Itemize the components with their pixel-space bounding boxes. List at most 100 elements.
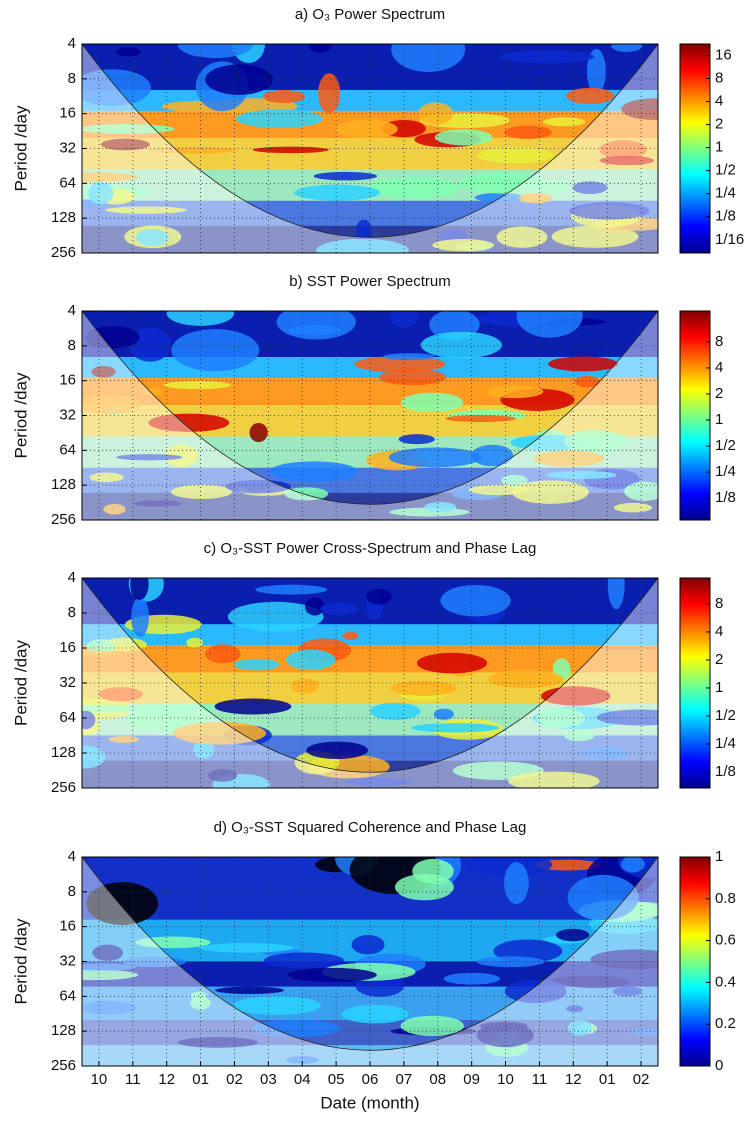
colorbar-tick-label: 0.6 [715,932,736,949]
y-tick-label: 128 [51,1022,76,1039]
field-blob [476,1023,534,1048]
field-blob [198,943,294,953]
y-tick-label: 256 [51,779,76,796]
field-blob [354,356,446,373]
panel-title: d) O₃-SST Squared Coherence and Phase La… [214,819,527,836]
field-blob [445,415,516,422]
y-tick-label: 16 [59,372,76,389]
y-tick-label: 4 [68,302,76,319]
y-tick-label: 32 [59,406,76,423]
field-blob [86,639,115,655]
y-tick-label: 16 [59,639,76,656]
field-blob [82,710,96,730]
y-axis-label: Period /day [11,372,30,458]
field-blob [566,87,615,105]
field-blob [88,181,114,205]
field-blob [599,140,648,159]
y-tick-label: 4 [68,569,76,586]
field-blob [252,146,329,154]
field-blob [420,331,502,359]
field-blob [186,637,203,648]
colorbar-tick-label: 1/4 [715,735,736,752]
field-band [82,138,658,171]
field-blob [533,450,605,467]
colorbar-tick-label: 2 [715,651,723,668]
y-tick-label: 32 [59,674,76,691]
colorbar-tick-label: 4 [715,93,723,110]
field-blob [412,858,454,884]
field-blob [351,935,385,955]
field-blob [285,649,336,670]
colorbar-tick-label: 0.8 [715,890,736,907]
field-blob [263,952,344,969]
field-blob [398,434,435,445]
field-blob [82,172,139,182]
field-blob [262,89,306,104]
y-axis-label: Period /day [11,105,30,191]
field-blob [341,1004,409,1024]
field-blob [207,769,238,782]
field-blob [366,588,392,605]
y-tick-label: 8 [68,604,76,621]
field-blob [190,996,211,1010]
x-tick-label: 12 [565,1071,582,1088]
colorbar-tick-label: 1/8 [715,208,736,225]
field-blob [458,172,546,194]
field-blob [288,967,377,983]
field-blob [233,658,280,671]
field-blob [294,184,381,201]
heatmap-field [82,578,658,788]
x-tick-label: 11 [532,1071,548,1088]
field-blob [541,686,611,706]
x-tick-label: 10 [91,1071,108,1088]
field-blob [567,874,639,921]
field-blob [424,501,457,513]
field-blob [318,73,341,114]
field-blob [590,949,658,970]
plot-frame [81,310,659,521]
field-blob [433,708,454,720]
field-blob [383,353,435,361]
field-blob [400,1015,465,1037]
field-blob [440,584,511,617]
field-blob [227,601,324,632]
field-blob [548,356,619,372]
field-blob [434,129,493,146]
colorbar-tick-label: 4 [715,623,723,640]
field-blob [82,1000,137,1015]
field-blob [620,857,645,873]
field-blob [565,1005,584,1013]
y-tick-label: 4 [68,848,76,865]
field-blob [400,392,464,413]
x-tick-label: 04 [294,1071,311,1088]
field-blob [556,928,590,942]
x-tick-label: 05 [328,1071,345,1088]
field-blob [316,238,409,253]
field-blob [108,736,140,743]
field-blob [269,461,359,482]
field-blob [551,225,639,248]
y-tick-label: 32 [59,952,76,969]
field-blob [336,119,398,139]
field-blob [411,723,499,733]
field-blob [252,1019,341,1038]
field-blob [308,44,332,54]
field-blob [613,502,653,513]
y-tick-label: 256 [51,511,76,528]
field-blob [355,219,372,243]
y-tick-label: 64 [59,987,76,1004]
field-blob [432,239,495,252]
colorbar-tick-label: 2 [715,116,723,133]
colorbar-tick-label: 0.2 [715,1015,736,1032]
field-blob [92,944,124,961]
field-blob [500,50,595,64]
field-blob [91,365,116,378]
field-blob [171,329,260,372]
field-blob [581,746,628,760]
field-blob [390,680,458,696]
x-tick-label: 02 [226,1071,243,1088]
field-blob [123,956,186,968]
colorbar-tick-label: 1/4 [715,185,736,202]
field-blob [82,969,139,981]
cone-of-influence-shade [82,578,658,788]
